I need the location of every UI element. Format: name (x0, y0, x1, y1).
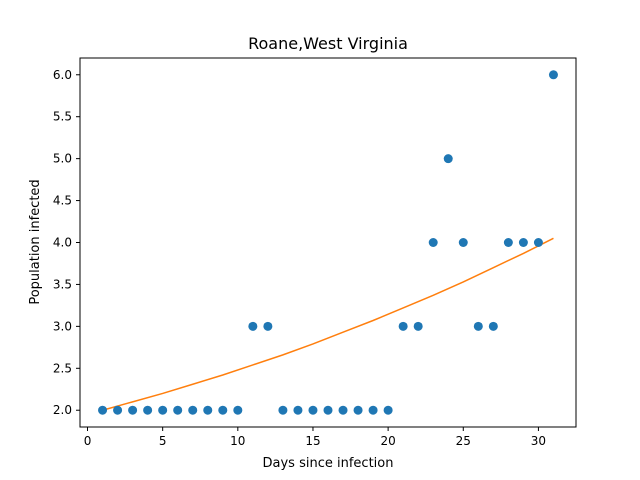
data-point (338, 405, 348, 415)
x-tick-label: 0 (84, 434, 92, 448)
data-point (173, 405, 183, 415)
y-tick-label: 2.5 (53, 361, 72, 375)
data-point (323, 405, 333, 415)
y-axis-label: Population infected (28, 179, 43, 304)
data-point (413, 321, 423, 331)
data-point (113, 405, 123, 415)
x-tick-label: 15 (305, 434, 320, 448)
data-point (368, 405, 378, 415)
data-point (473, 321, 483, 331)
data-point (308, 405, 318, 415)
y-tick-label: 6.0 (53, 68, 72, 82)
scatter-series (98, 70, 558, 415)
y-axis-ticks: 2.0 2.5 3.0 3.5 4.0 4.5 5.0 5.5 6.0 (53, 68, 80, 417)
data-point (98, 405, 108, 415)
x-tick-label: 5 (159, 434, 167, 448)
data-point (443, 154, 453, 164)
fit-line-series (102, 237, 554, 411)
x-axis-label: Days since infection (263, 456, 394, 471)
data-point (143, 405, 153, 415)
data-point (278, 405, 288, 415)
data-point (128, 405, 138, 415)
x-tick-label: 10 (230, 434, 245, 448)
y-tick-label: 5.5 (53, 110, 72, 124)
data-point (158, 405, 168, 415)
data-point (188, 405, 198, 415)
data-point (293, 405, 303, 415)
data-point (518, 238, 528, 247)
data-point (203, 405, 213, 415)
data-point (233, 405, 243, 415)
y-tick-label: 4.0 (53, 236, 72, 250)
x-axis-ticks: 0 5 10 15 20 25 30 (84, 427, 546, 448)
data-point (218, 405, 228, 415)
data-point (428, 238, 438, 247)
data-point (548, 70, 558, 80)
data-point (248, 321, 258, 331)
data-point (263, 321, 273, 331)
data-point (353, 405, 363, 415)
data-point (398, 321, 408, 331)
y-tick-label: 2.0 (53, 403, 72, 417)
data-point (533, 238, 543, 247)
x-tick-label: 20 (380, 434, 395, 448)
axes-frame (79, 57, 577, 428)
data-point (458, 238, 468, 247)
x-tick-label: 25 (456, 434, 471, 448)
fit-line (102, 237, 554, 411)
y-tick-label: 5.0 (53, 152, 72, 166)
data-point (503, 238, 513, 247)
data-point (383, 405, 393, 415)
y-tick-label: 3.5 (53, 277, 72, 291)
x-tick-label: 30 (531, 434, 546, 448)
data-point (488, 321, 498, 331)
y-tick-label: 3.0 (53, 319, 72, 333)
chart-title: Roane,West Virginia (248, 34, 408, 53)
y-tick-label: 4.5 (53, 194, 72, 208)
